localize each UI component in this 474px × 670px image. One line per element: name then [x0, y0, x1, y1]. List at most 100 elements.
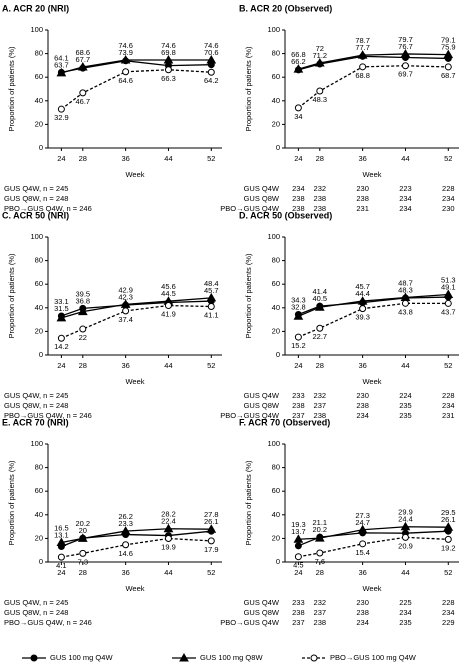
- table-cell: 234: [399, 194, 412, 203]
- data-label: 20.2: [75, 519, 90, 528]
- point: [293, 534, 304, 543]
- x-tick-label: 36: [358, 568, 366, 577]
- table-cell: 231: [356, 204, 369, 213]
- data-label: 14.6: [118, 549, 133, 558]
- panel-title: C. ACR 50 (NRI): [2, 210, 69, 220]
- point: [122, 307, 130, 315]
- point: [316, 87, 324, 95]
- point: [120, 54, 131, 64]
- data-label: 64.6: [118, 76, 133, 85]
- table-row-label: GUS Q8W, n = 248: [4, 608, 68, 617]
- table-cell: 237: [292, 411, 305, 420]
- point: [359, 63, 367, 71]
- x-tick-label: 28: [316, 568, 324, 577]
- table-cell: 238: [356, 608, 369, 617]
- y-axis-label: Proportion of patients (%): [244, 253, 253, 339]
- y-axis-label: Proportion of patients (%): [7, 460, 16, 546]
- data-label: 34.3: [291, 296, 306, 305]
- point: [163, 54, 174, 64]
- point: [294, 553, 302, 561]
- table-cell: 238: [292, 608, 305, 617]
- x-tick-label: 28: [79, 568, 87, 577]
- data-label: 20.2: [312, 525, 327, 534]
- table-cell: 235: [399, 401, 412, 410]
- x-tick-label: 24: [57, 568, 65, 577]
- table-cell: 238: [314, 411, 327, 420]
- panel-title: F. ACR 70 (Observed): [239, 417, 330, 427]
- x-tick-label: 44: [164, 361, 172, 370]
- table-cell: 228: [442, 598, 455, 607]
- data-label: 75.9: [441, 43, 456, 52]
- x-tick-label: 24: [57, 361, 65, 370]
- data-label: 19.2: [441, 543, 456, 552]
- data-label: 64.1: [54, 53, 69, 62]
- table-cell: 234: [292, 184, 305, 193]
- y-tick-label: 60: [272, 486, 280, 495]
- legend-label: GUS 100 mg Q4W: [50, 653, 113, 662]
- data-label: 26.1: [204, 517, 219, 526]
- y-tick-label: 100: [267, 439, 280, 448]
- data-label: 45.6: [161, 282, 176, 291]
- data-label: 24.4: [398, 515, 413, 524]
- x-axis-label: Week: [362, 377, 381, 386]
- point: [401, 299, 409, 307]
- y-axis-label: Proportion of patients (%): [7, 253, 16, 339]
- point: [443, 49, 454, 59]
- panel: D. ACR 50 (Observed) Proportion of patien…: [220, 210, 459, 420]
- point: [316, 549, 324, 557]
- data-label: 19.9: [161, 543, 176, 552]
- table-cell: 224: [399, 391, 412, 400]
- data-label: 73.9: [118, 48, 133, 57]
- data-label: 41.9: [161, 310, 176, 319]
- data-label: 44.4: [355, 289, 370, 298]
- y-tick-label: 80: [272, 256, 280, 265]
- point: [79, 549, 87, 557]
- y-tick-label: 0: [39, 143, 43, 152]
- y-tick-label: 0: [39, 557, 43, 566]
- y-tick-label: 20: [272, 533, 280, 542]
- data-label: 79.1: [441, 36, 456, 45]
- table-cell: 238: [356, 401, 369, 410]
- x-tick-label: 28: [79, 154, 87, 163]
- data-label: 7.6: [315, 557, 325, 566]
- x-tick-label: 24: [294, 568, 302, 577]
- point: [294, 333, 302, 341]
- data-label: 26.2: [118, 512, 133, 521]
- y-tick-label: 40: [35, 96, 43, 105]
- data-label: 79.7: [398, 35, 413, 44]
- data-label: 69.7: [398, 70, 413, 79]
- panel: C. ACR 50 (NRI) Proportion of patients (%…: [2, 210, 222, 420]
- point: [122, 68, 130, 76]
- x-tick-label: 36: [358, 361, 366, 370]
- y-tick-label: 40: [272, 510, 280, 519]
- point: [444, 535, 452, 543]
- legend-label: GUS 100 mg Q8W: [200, 653, 263, 662]
- y-tick-label: 20: [272, 119, 280, 128]
- panel-title: E. ACR 70 (NRI): [2, 417, 69, 427]
- point: [314, 533, 325, 542]
- x-tick-label: 44: [164, 568, 172, 577]
- x-tick-label: 36: [358, 154, 366, 163]
- data-label: 20.9: [398, 541, 413, 550]
- point: [401, 62, 409, 70]
- point: [294, 104, 302, 112]
- table-row-label: GUS Q4W, n = 245: [4, 391, 68, 400]
- data-label: 15.4: [355, 548, 370, 557]
- data-label: 39.3: [355, 313, 370, 322]
- point: [120, 526, 131, 535]
- table-row-label: PBO→GUS Q4W: [220, 204, 280, 213]
- point: [164, 66, 172, 74]
- data-label: 23.3: [118, 519, 133, 528]
- data-label: 43.8: [398, 307, 413, 316]
- x-tick-label: 24: [294, 361, 302, 370]
- table-cell: 233: [292, 391, 305, 400]
- x-tick-label: 44: [401, 154, 409, 163]
- table-row-label: GUS Q4W: [244, 598, 280, 607]
- series-line: [61, 304, 212, 339]
- legend-label: PBO→GUS 100 mg Q4W: [330, 653, 417, 662]
- y-tick-label: 20: [35, 533, 43, 542]
- x-axis-label: Week: [125, 170, 144, 179]
- y-axis-label: Proportion of patients (%): [244, 460, 253, 546]
- y-tick-label: 40: [35, 303, 43, 312]
